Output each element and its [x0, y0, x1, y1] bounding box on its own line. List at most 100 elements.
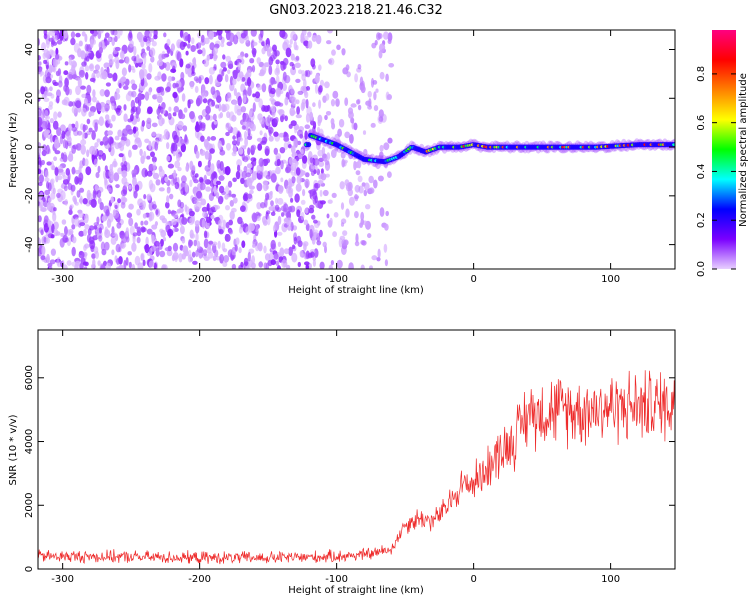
noise-blob [54, 30, 59, 35]
noise-blob [176, 208, 181, 214]
noise-blob [103, 205, 110, 214]
noise-blob [206, 203, 210, 212]
noise-blob [263, 245, 267, 254]
noise-blob [256, 57, 261, 65]
noise-blob [56, 39, 63, 45]
noise-blob [247, 251, 251, 262]
noise-blob [178, 252, 183, 263]
noise-blob [114, 46, 121, 52]
noise-blob [134, 222, 138, 230]
noise-blob [331, 192, 337, 198]
noise-blob [170, 68, 177, 73]
noise-blob [340, 222, 345, 227]
noise-blob [209, 148, 215, 154]
noise-blob [185, 50, 189, 56]
noise-blob [188, 239, 193, 247]
noise-blob [137, 262, 144, 269]
noise-blob [107, 187, 112, 192]
noise-blob [98, 41, 103, 49]
noise-blob [148, 260, 155, 268]
noise-blob [68, 123, 73, 132]
noise-blob [67, 171, 71, 182]
noise-blob [78, 230, 85, 237]
noise-blob [53, 111, 58, 121]
noise-blob [120, 201, 126, 209]
noise-blob [71, 236, 77, 244]
noise-blob [265, 192, 270, 201]
noise-blob [297, 129, 303, 137]
noise-blob [291, 145, 296, 154]
noise-blob [155, 209, 159, 216]
noise-blob [228, 63, 234, 70]
noise-blob [75, 85, 81, 96]
noise-blob [198, 114, 202, 124]
noise-blob [287, 144, 292, 149]
noise-blob [310, 120, 316, 126]
noise-blob [132, 176, 137, 187]
noise-blob [139, 69, 145, 79]
noise-blob [44, 177, 50, 182]
noise-blob [39, 199, 44, 208]
noise-blob [87, 192, 93, 202]
noise-blob [318, 64, 322, 71]
noise-blob [303, 78, 307, 89]
noise-blob [313, 229, 319, 238]
noise-blob [217, 140, 222, 150]
noise-blob [210, 163, 215, 173]
noise-blob [312, 256, 316, 261]
noise-blob [236, 108, 242, 116]
noise-blob [216, 74, 223, 83]
noise-blob [141, 120, 145, 127]
noise-blob [213, 54, 218, 60]
noise-blob [74, 217, 80, 227]
noise-blob [128, 64, 132, 73]
noise-blob [79, 222, 86, 227]
noise-blob [187, 99, 191, 109]
noise-blob [275, 59, 280, 65]
noise-blob [145, 40, 151, 47]
noise-blob [142, 213, 147, 219]
noise-blob [307, 31, 311, 36]
y-tick-label: -40 [24, 236, 35, 252]
noise-blob [261, 65, 267, 74]
noise-blob [83, 266, 88, 269]
noise-blob [249, 58, 255, 64]
noise-blob [203, 230, 208, 239]
noise-blob [270, 173, 277, 183]
noise-blob [52, 82, 59, 86]
noise-blob [344, 131, 351, 139]
noise-blob [64, 226, 68, 236]
noise-blob [201, 84, 206, 94]
noise-blob [164, 176, 169, 183]
noise-blob [245, 35, 250, 43]
noise-blob [316, 240, 322, 246]
noise-blob [43, 236, 47, 243]
noise-blob [305, 172, 310, 178]
noise-blob [104, 241, 110, 251]
noise-blob [368, 187, 375, 194]
noise-blob [88, 111, 92, 118]
noise-blob [256, 137, 263, 142]
noise-blob [91, 264, 94, 269]
noise-blob [324, 159, 330, 166]
noise-blob [186, 43, 191, 49]
noise-blob [86, 234, 92, 243]
noise-blob [46, 201, 52, 211]
noise-blob [151, 40, 157, 47]
noise-blob [249, 223, 255, 232]
noise-blob [251, 212, 258, 223]
noise-blob [319, 261, 325, 269]
noise-blob [275, 64, 280, 74]
noise-blob [146, 194, 150, 201]
noise-blob [62, 178, 70, 185]
noise-blob [337, 128, 342, 137]
noise-blob [155, 93, 160, 98]
noise-blob [54, 59, 58, 68]
x-tick-label: 0 [470, 574, 476, 585]
noise-blob [153, 30, 158, 37]
noise-blob [56, 258, 60, 266]
noise-blob [83, 57, 87, 66]
noise-blob [269, 190, 273, 196]
noise-blob [50, 192, 56, 200]
noise-blob [232, 197, 238, 204]
